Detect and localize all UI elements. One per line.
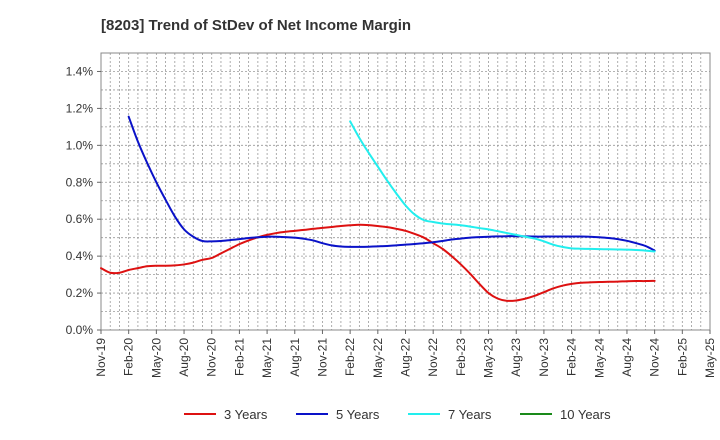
y-tick-label: 1.2% — [66, 101, 94, 115]
x-tick-label: Aug-22 — [399, 338, 413, 377]
x-tick-label: Feb-20 — [122, 338, 136, 376]
legend-label: 7 Years — [448, 407, 492, 422]
x-tick-label: Nov-23 — [537, 338, 551, 377]
y-tick-label: 1.4% — [66, 64, 94, 78]
x-tick-label: Feb-24 — [565, 338, 579, 376]
y-axis: 0.0% 0.2% 0.4% 0.6% 0.8% 1.0% 1.2% 1.4% — [66, 64, 101, 337]
legend-label: 3 Years — [224, 407, 268, 422]
y-tick-label: 0.8% — [66, 175, 94, 189]
x-tick-label: May-22 — [371, 338, 385, 378]
x-tick-label: Aug-21 — [288, 338, 302, 377]
x-tick-label: Nov-22 — [426, 338, 440, 377]
x-tick-label: Feb-21 — [232, 338, 246, 376]
y-tick-label: 0.0% — [66, 323, 94, 337]
grid — [100, 53, 711, 330]
legend-label: 5 Years — [336, 407, 380, 422]
y-tick-label: 0.4% — [66, 249, 94, 263]
x-axis: Nov-19 Feb-20 May-20 Aug-20 Nov-20 Feb-21 May-… — [94, 330, 717, 378]
x-tick-label: Nov-24 — [648, 338, 662, 377]
series-lines — [100, 115, 656, 302]
x-tick-label: Feb-22 — [343, 338, 357, 376]
series-line-2 — [127, 115, 656, 252]
x-tick-label: Nov-19 — [94, 338, 108, 377]
y-tick-label: 0.6% — [66, 212, 94, 226]
x-tick-label: May-23 — [482, 338, 496, 378]
legend: 3 Years 5 Years 7 Years 10 Years — [184, 407, 611, 422]
series-line-1 — [100, 223, 656, 302]
x-tick-label: May-25 — [703, 338, 717, 378]
y-tick-label: 1.0% — [66, 138, 94, 152]
x-tick-label: May-24 — [592, 338, 606, 378]
chart-title: [8203] Trend of StDev of Net Income Marg… — [101, 17, 411, 34]
x-tick-label: Feb-25 — [675, 338, 689, 376]
x-tick-label: Aug-23 — [509, 338, 523, 377]
x-tick-label: May-21 — [260, 338, 274, 378]
series-line-3 — [349, 120, 656, 253]
x-tick-label: Feb-23 — [454, 338, 468, 376]
x-tick-label: Nov-20 — [205, 338, 219, 377]
x-tick-label: Nov-21 — [315, 338, 329, 377]
legend-label: 10 Years — [560, 407, 611, 422]
x-tick-label: Aug-20 — [177, 338, 191, 377]
x-tick-label: Aug-24 — [620, 338, 634, 377]
x-tick-label: May-20 — [149, 338, 163, 378]
y-tick-label: 0.2% — [66, 286, 94, 300]
